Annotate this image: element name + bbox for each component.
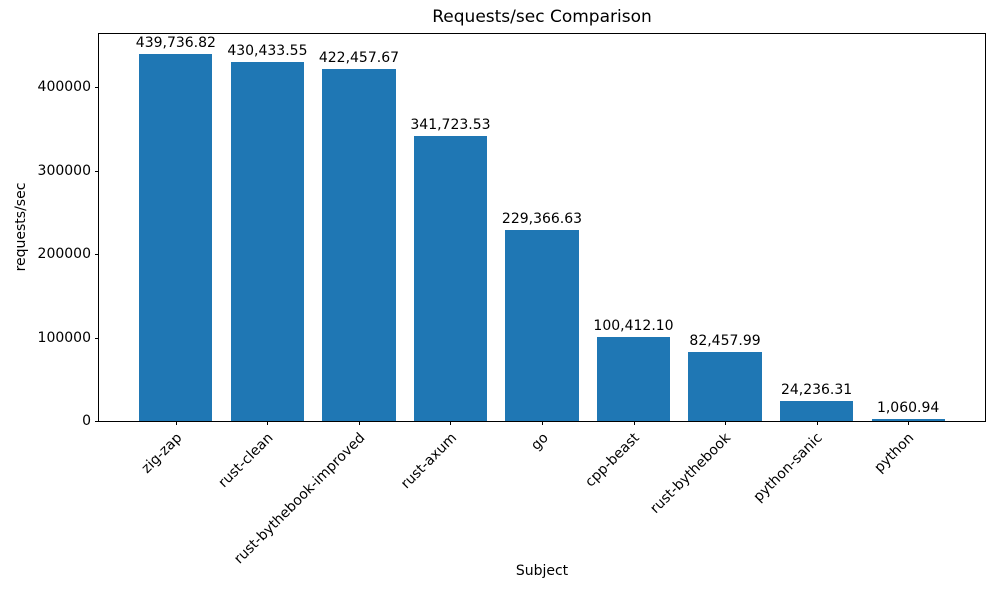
x-tick-mark bbox=[175, 421, 177, 425]
x-tick-label-rust-axum: rust-axum bbox=[397, 430, 460, 493]
y-tick-mark bbox=[95, 87, 99, 89]
bar-value-label: 82,457.99 bbox=[689, 333, 761, 350]
bar-value-label: 1,060.94 bbox=[876, 400, 940, 416]
x-tick-label-zig-zap: zig-zap bbox=[138, 430, 186, 477]
y-tick-label: 400000 bbox=[37, 79, 91, 96]
y-tick-label: 200000 bbox=[37, 246, 91, 263]
bar-value-label: 422,457.67 bbox=[318, 49, 400, 66]
x-tick-mark bbox=[816, 421, 818, 425]
bar-value-label: 430,433.55 bbox=[227, 43, 308, 59]
bar-value-label: 341,723.53 bbox=[410, 117, 491, 133]
y-tick-label: 300000 bbox=[37, 162, 91, 179]
x-tick-label-cpp-beast: cpp-beast bbox=[582, 430, 643, 491]
x-tick-mark bbox=[633, 421, 635, 425]
bar-rust-clean bbox=[230, 62, 305, 421]
x-tick-label-go: go bbox=[527, 430, 552, 454]
bar-cpp-beast bbox=[596, 337, 671, 421]
y-tick-mark bbox=[95, 170, 99, 172]
bar-rust-axum bbox=[413, 136, 488, 421]
chart-title: Requests/sec Comparison bbox=[432, 7, 652, 27]
plot-area: 439,736.82 zig-zap 430,433.55 rust-clean 422… bbox=[38, 33, 986, 567]
bar-python-sanic bbox=[779, 400, 854, 421]
bar-value-label: 100,412.10 bbox=[593, 318, 674, 335]
bar-zig-zap bbox=[139, 54, 213, 421]
x-tick-label-rust-bythebook: rust-bythebook bbox=[647, 430, 735, 517]
bar-python bbox=[871, 419, 945, 421]
y-tick-mark bbox=[95, 254, 99, 256]
y-tick-mark bbox=[95, 337, 99, 339]
bar-rust-bythebook bbox=[688, 352, 762, 421]
bar-value-label: 24,236.31 bbox=[780, 381, 853, 398]
x-tick-mark bbox=[267, 421, 269, 425]
x-tick-mark bbox=[725, 421, 727, 425]
x-tick-label-python: python bbox=[871, 430, 918, 476]
x-tick-mark bbox=[542, 421, 543, 425]
x-tick-label-rust-clean: rust-clean bbox=[215, 430, 277, 491]
bar-rust-bythebook-improved bbox=[322, 68, 396, 421]
x-tick-mark bbox=[908, 421, 910, 425]
y-tick-label: 0 bbox=[82, 413, 91, 429]
x-tick-mark bbox=[358, 421, 360, 425]
bar-value-label: 439,736.82 bbox=[135, 35, 216, 52]
bar-value-label: 229,366.63 bbox=[501, 210, 583, 227]
x-tick-label-python-sanic: python-sanic bbox=[750, 430, 826, 506]
y-axis-label: requests/sec bbox=[13, 182, 29, 272]
x-tick-mark bbox=[450, 421, 452, 425]
y-tick-label: 100000 bbox=[37, 329, 91, 346]
y-tick-mark bbox=[95, 421, 99, 422]
x-axis-label: Subject bbox=[515, 563, 569, 579]
bar-go bbox=[505, 229, 579, 421]
